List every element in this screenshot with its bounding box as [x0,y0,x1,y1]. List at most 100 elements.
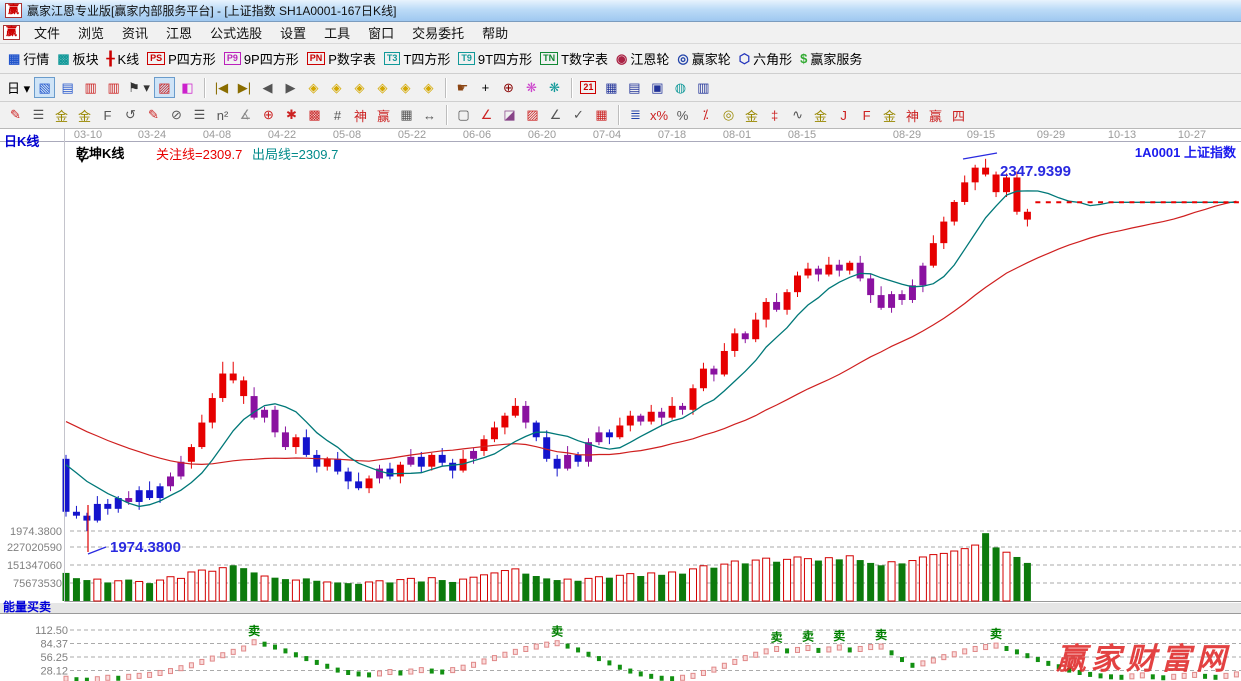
spiral-tool[interactable]: ↺ [125,107,136,122]
t-square-button[interactable]: T3 T四方形 [383,49,450,68]
p-number-button[interactable]: PN P数字表 [306,49,376,68]
winner-wheel-button[interactable]: ◎ 赢家轮 [677,49,730,68]
menu-帮助[interactable]: 帮助 [482,26,509,41]
menu-工具[interactable]: 工具 [324,26,351,41]
highlight-marker-button[interactable]: ▨ [153,77,175,98]
menu-公式选股[interactable]: 公式选股 [210,26,263,41]
diamond-tool-2[interactable]: ◈ [331,79,342,95]
prev-page-button[interactable]: ◀ [262,79,273,95]
diamond-tool-5[interactable]: ◈ [400,79,411,95]
gold-ruler2-tool[interactable]: 金 [77,108,91,124]
menu-文件[interactable]: 文件 [34,26,61,41]
diamond-tool-1[interactable]: ◈ [308,79,319,95]
calculator-button[interactable]: ▦ [605,79,618,95]
number-grid-tool[interactable]: ▦ [400,107,413,122]
diamond-tool-4[interactable]: ◈ [377,79,388,95]
oscillator-name-label[interactable]: 能量买卖 [3,600,52,614]
candle-arrow-tool[interactable]: ‡ [770,107,779,123]
qiankun-dropdown-icon[interactable]: ▼ [78,156,86,165]
next-page-button[interactable]: ▶ [285,79,296,95]
web-grid-tool[interactable]: ✱ [286,107,297,122]
gold-line-tool[interactable]: 金 [745,108,759,124]
lotus-pink-button[interactable]: ❋ [525,79,537,95]
gann-wheel-button[interactable]: ◉ 江恩轮 [616,49,669,68]
period-label[interactable]: 日K线 [4,134,40,149]
fibonacci-tool[interactable]: F [103,107,112,123]
shen-tool[interactable]: 神 [353,108,367,124]
period-day-selector[interactable]: 日 ▾ [7,81,31,96]
hash-lines-tool[interactable]: ☰ [193,107,206,122]
pencil-tool[interactable]: ✎ [10,107,21,122]
gold-ruler-tool[interactable]: 金 [54,108,68,124]
verify-lines-tool[interactable]: ✓ [573,107,584,122]
target-circle-tool[interactable]: ⊕ [263,107,274,122]
yingjia-angle-tool[interactable]: 赢 [929,108,943,124]
gold-angle-tool[interactable]: 金 [883,108,897,124]
pane-splitter[interactable] [0,602,1241,614]
expand-horizontal-tool[interactable]: ↔ [423,107,436,123]
qiankun-kline-label[interactable]: 乾坤K线 [76,146,125,161]
menu-江恩[interactable]: 江恩 [166,26,193,41]
calendar-button[interactable]: 21 [578,77,599,98]
trend-angle-tool[interactable]: ∠ [549,107,562,122]
notes-button[interactable]: ▤ [628,79,641,95]
kline-plot[interactable]: 1974.3800 227020590 151347060 75673530 112.5… [0,129,1241,681]
time-cycle-tool[interactable]: ⊘ [171,107,182,122]
bars9-button[interactable]: ▥ [107,79,120,95]
percent-line-tool[interactable]: ⁒ [702,107,709,122]
hexagon-button[interactable]: ⬡ 六角形 [739,49,792,68]
menu-浏览[interactable]: 浏览 [78,26,105,41]
sectors-button[interactable]: ▩ 板块 [57,49,98,68]
grid-lines-tool[interactable]: ☰ [32,107,45,122]
chart-style-button[interactable]: ▧ [34,77,56,98]
p9-square-button[interactable]: P9 9P四方形 [223,49,299,68]
menu-交易委托[interactable]: 交易委托 [412,26,465,41]
scale-tool[interactable]: ≣ [630,107,641,122]
menu-设置[interactable]: 设置 [280,26,307,41]
shen-angle-tool[interactable]: 神 [906,108,920,124]
winner-service-button[interactable]: $ 赢家服务 [800,49,862,68]
zoom-tool-button[interactable]: ⊕ [502,79,514,95]
kline-button[interactable]: ╂ K线 [107,49,140,68]
yingjia-tool[interactable]: 赢 [376,108,390,124]
web-service-button[interactable]: ◍ [674,79,687,95]
gann-fan-tool[interactable]: ∠ [480,107,493,122]
box-select-tool[interactable]: ▢ [457,107,470,122]
fan-box-tool[interactable]: ◪ [503,107,516,122]
hand-tool-button[interactable]: ☛ [456,79,469,95]
angle-tool[interactable]: ∡ [239,107,252,122]
price-marks-tool[interactable]: # [333,107,342,123]
first-page-button[interactable]: |◀ [214,79,229,95]
menu-资讯[interactable]: 资讯 [122,26,149,41]
percent-tool[interactable]: % [676,107,689,123]
printer-button[interactable]: ▥ [697,79,710,95]
square-of-nine-tool[interactable]: n² [216,107,229,123]
info-panel-button[interactable]: ▤ [61,79,74,95]
lotus-teal-button[interactable]: ❋ [548,79,560,95]
quotes-button[interactable]: ▦ 行情 [8,49,49,68]
diamond-tool-3[interactable]: ◈ [354,79,365,95]
f-angle-tool[interactable]: F [862,107,871,123]
j-angle-tool[interactable]: J [840,107,847,123]
diamond-tool-6[interactable]: ◈ [423,79,434,95]
axis-label: 75673530 [13,578,62,590]
brush-tool[interactable]: ✎ [148,107,159,122]
spiral-square-tool[interactable]: ▩ [308,107,321,122]
wave-tool[interactable]: ∿ [792,107,804,122]
red-grid-tool[interactable]: ▦ [595,107,608,122]
si-angle-tool[interactable]: 四 [952,108,966,124]
menu-窗口[interactable]: 窗口 [368,26,395,41]
color-chart-button[interactable]: ◧ [181,79,194,95]
last-page-button[interactable]: ▶| [237,79,252,95]
fan-shade-tool[interactable]: ▨ [526,107,539,122]
gold-circle-tool[interactable]: ◎ [722,107,735,122]
p-square-button[interactable]: PS P四方形 [147,49,216,68]
save-button[interactable]: ▣ [651,79,664,95]
crosshair-button[interactable]: + [481,80,490,95]
flag-marker-button[interactable]: ⚑ ▾ [128,79,150,95]
bars3-button[interactable]: ▥ [84,79,97,95]
t-number-button[interactable]: TN T数字表 [540,49,608,68]
t9-square-button[interactable]: T9 9T四方形 [458,49,532,68]
gold-under-tool[interactable]: 金 [814,108,828,124]
percent-x-tool[interactable]: x% [650,107,669,123]
